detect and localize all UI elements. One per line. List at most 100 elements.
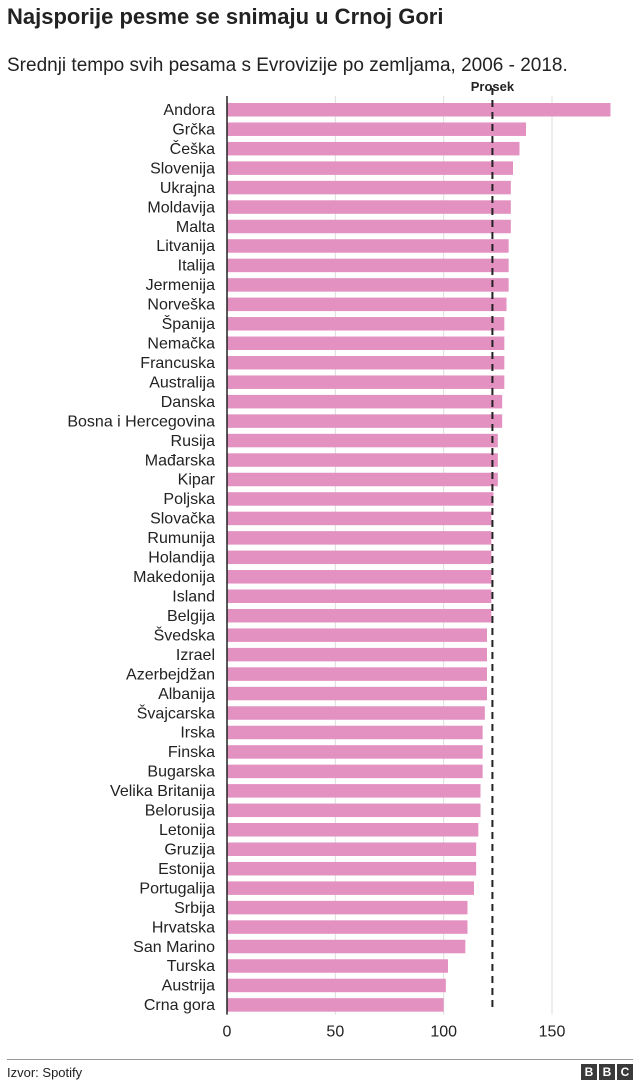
bar	[227, 511, 492, 526]
bar	[227, 725, 483, 740]
bar	[227, 297, 507, 312]
bar	[227, 628, 487, 642]
category-label: Bugarska	[147, 764, 215, 781]
category-label: Rumunija	[147, 530, 215, 547]
logo-letter: C	[617, 1064, 633, 1080]
category-label: Portugalija	[139, 880, 215, 897]
bar	[227, 317, 505, 331]
category-label: Italija	[178, 258, 215, 275]
bar	[227, 180, 511, 195]
category-label: Island	[172, 589, 215, 606]
bar	[227, 200, 511, 214]
category-label: Austrija	[162, 978, 215, 995]
bar	[227, 258, 509, 273]
bar	[227, 570, 492, 584]
bar	[227, 219, 511, 234]
category-label: Letonija	[159, 822, 215, 839]
category-label: Češka	[170, 139, 215, 158]
bar	[227, 278, 509, 292]
x-tick-label: 100	[430, 1024, 457, 1041]
category-label: Francuska	[140, 355, 215, 372]
category-label: Velika Britanija	[110, 783, 215, 800]
category-label: Belorusija	[145, 803, 215, 820]
bar	[227, 336, 505, 351]
x-tick-label: 0	[223, 1024, 232, 1041]
bar	[227, 881, 474, 895]
category-label: Slovačka	[150, 511, 215, 528]
bar	[227, 998, 444, 1012]
bar	[227, 745, 483, 759]
category-label: Albanija	[158, 686, 215, 703]
bar	[227, 667, 487, 681]
category-label: Ukrajna	[160, 180, 215, 197]
logo-letter: B	[581, 1064, 597, 1080]
bar	[227, 531, 492, 545]
category-label: Litvanija	[156, 238, 215, 255]
category-label: Jermenija	[146, 277, 215, 294]
bar	[227, 939, 466, 954]
category-label: Australija	[149, 374, 215, 391]
category-label: Danska	[161, 394, 215, 411]
category-label: Hrvatska	[152, 919, 215, 936]
bar	[227, 492, 494, 506]
bar	[227, 784, 481, 798]
bar	[227, 433, 498, 448]
category-label: Makedonija	[133, 569, 215, 586]
category-label: Turska	[167, 958, 215, 975]
bar	[227, 959, 448, 973]
bar	[227, 355, 505, 370]
bar	[227, 141, 520, 156]
category-label: Belgija	[167, 608, 215, 625]
category-label: Norveška	[147, 297, 215, 314]
bar	[227, 686, 487, 701]
category-label: San Marino	[133, 939, 215, 956]
x-tick-label: 50	[326, 1024, 344, 1041]
bar	[227, 861, 477, 876]
category-label: Grčka	[172, 121, 215, 138]
chart-title: Najsporije pesme se snimaju u Crnoj Gori	[7, 4, 444, 29]
category-label: Holandija	[148, 550, 215, 567]
category-label: Bosna i Hercegovina	[67, 413, 215, 430]
bar	[227, 803, 481, 818]
bar	[227, 394, 503, 409]
bar	[227, 122, 526, 136]
category-label: Finska	[168, 744, 215, 761]
category-label: Moldavija	[147, 199, 215, 216]
bar	[227, 550, 492, 565]
bar	[227, 900, 468, 915]
bar	[227, 706, 485, 720]
category-label: Rusija	[171, 433, 216, 450]
category-label: Švajcarska	[137, 703, 215, 722]
footer-divider	[7, 1059, 633, 1060]
category-label: Poljska	[163, 491, 215, 508]
chart-subtitle: Srednji tempo svih pesama s Evrovizije p…	[7, 55, 568, 76]
bar	[227, 472, 498, 487]
source-note: Izvor: Spotify	[7, 1065, 83, 1080]
category-label: Crna gora	[144, 997, 215, 1014]
category-label: Gruzija	[164, 841, 215, 858]
bar	[227, 978, 446, 993]
category-label: Andora	[163, 102, 215, 119]
bar	[227, 161, 513, 175]
bar	[227, 647, 487, 662]
category-label: Malta	[176, 219, 215, 236]
bar	[227, 920, 468, 934]
bbc-logo: B B C	[581, 1064, 633, 1080]
category-label: Mađarska	[145, 452, 215, 469]
x-tick-label: 150	[539, 1024, 566, 1041]
category-label: Irska	[180, 725, 215, 742]
bar	[227, 375, 505, 389]
bar	[227, 589, 492, 603]
bar	[227, 103, 611, 117]
category-label: Izrael	[176, 647, 215, 664]
reference-line-label: Prosek	[471, 79, 515, 94]
category-label: Nemačka	[147, 336, 215, 353]
category-label: Španija	[162, 314, 215, 333]
bar	[227, 823, 479, 837]
category-label: Azerbejdžan	[126, 666, 215, 683]
bar	[227, 414, 503, 428]
bar	[227, 764, 483, 779]
bar	[227, 608, 492, 623]
category-label: Srbija	[174, 900, 215, 917]
